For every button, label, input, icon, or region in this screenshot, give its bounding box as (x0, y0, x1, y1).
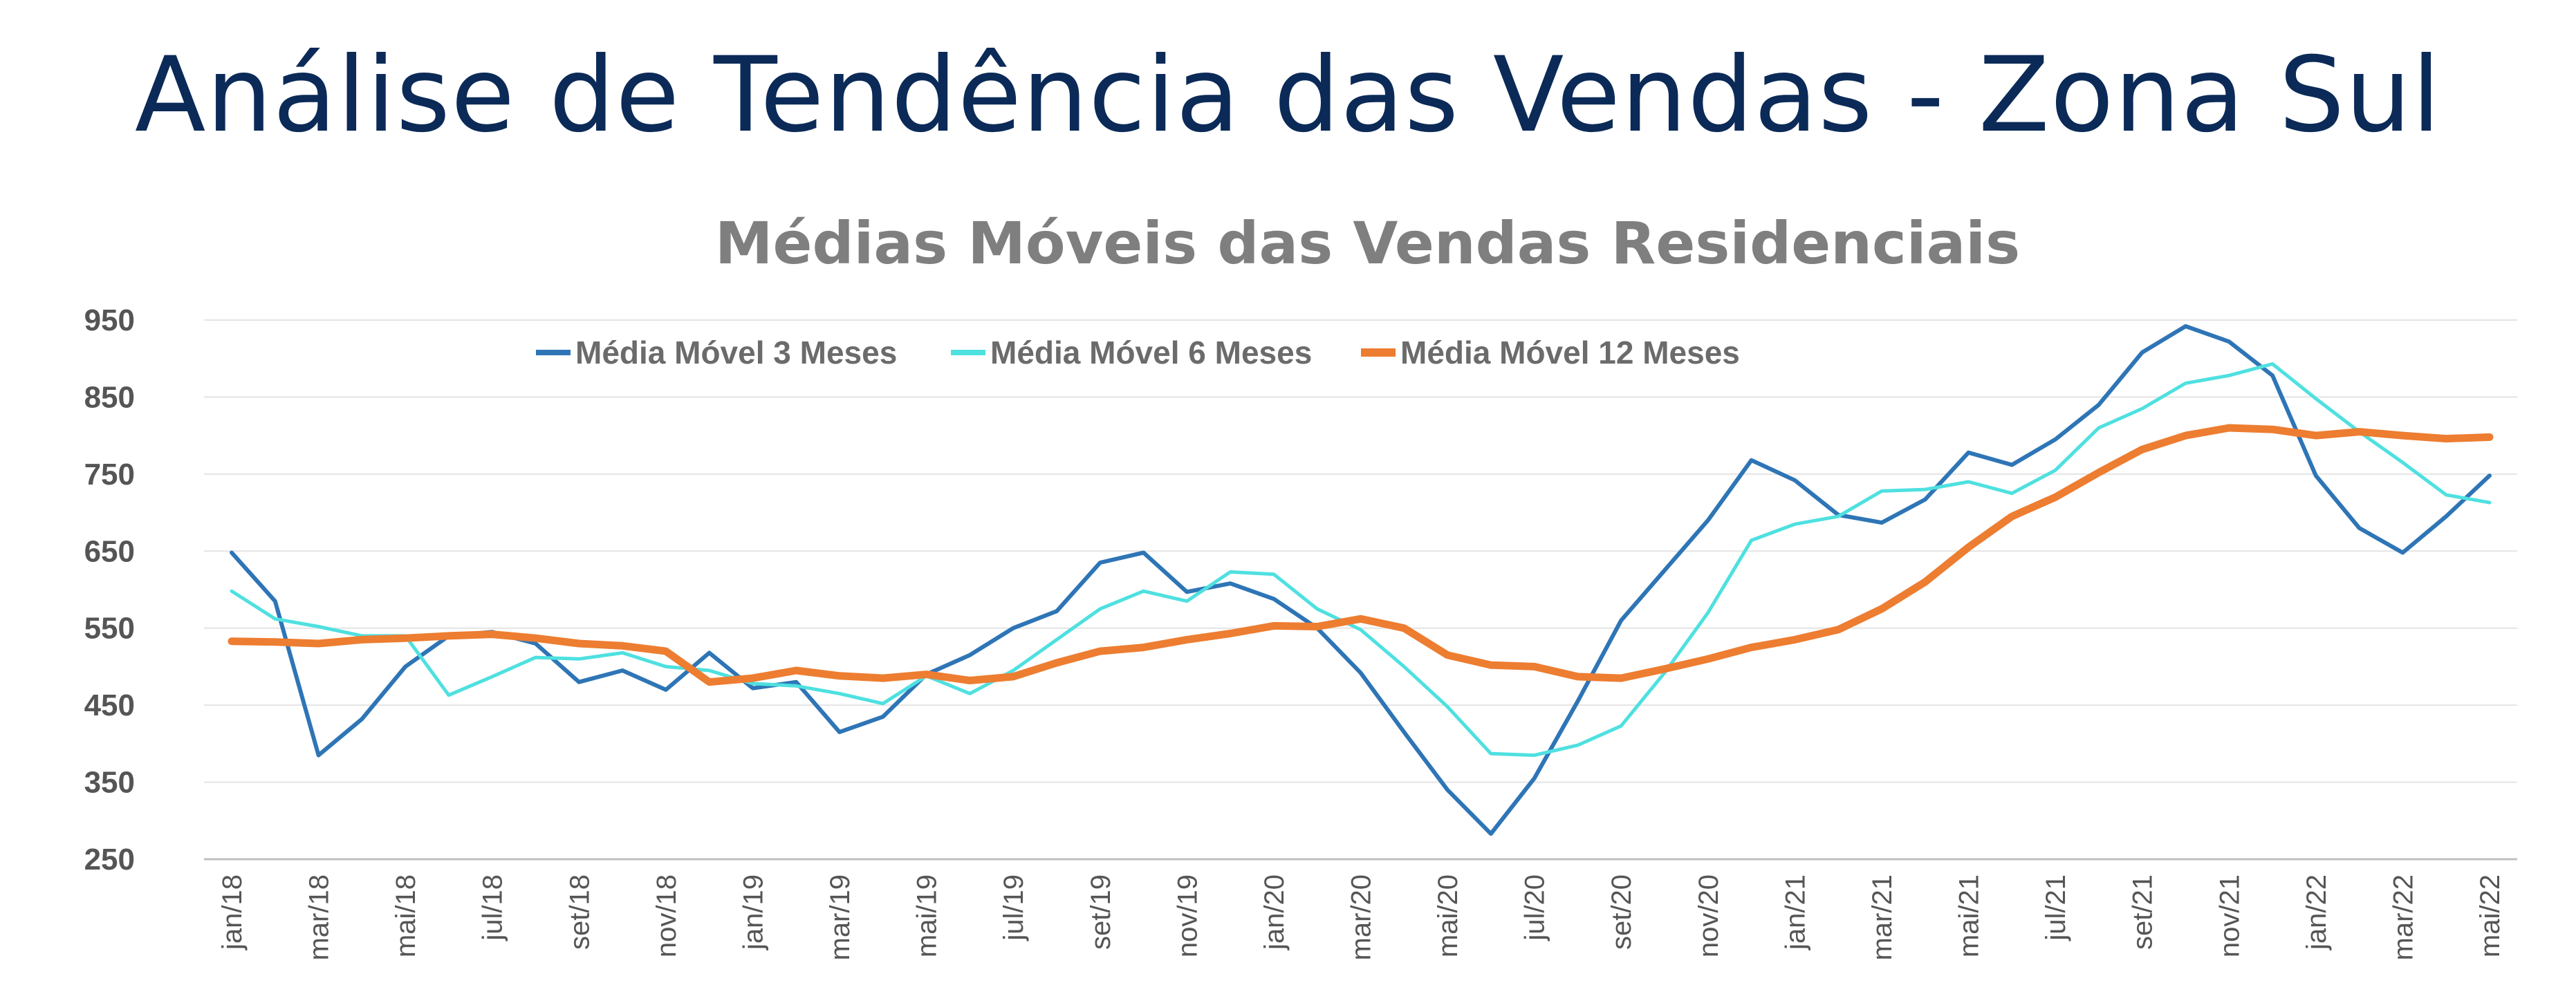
x-tick-mai-19: mai/19 (912, 874, 943, 957)
x-tick-jan-19: jan/19 (738, 874, 768, 950)
x-tick-mar-22: mar/22 (2388, 874, 2418, 961)
y-tick-650: 650 (84, 534, 135, 568)
legend-label-3m: Média Móvel 3 Meses (575, 335, 897, 370)
y-axis-ticks: 950 850 750 650 550 450 350 250 (84, 303, 135, 876)
x-tick-mai-18: mai/18 (391, 874, 421, 957)
x-tick-mai-21: mai/21 (1954, 874, 1985, 957)
x-tick-mai-22: mai/22 (2475, 874, 2505, 957)
x-tick-set-18: set/18 (564, 874, 595, 950)
x-tick-mar-21: mar/21 (1867, 874, 1898, 961)
series-12m-line (228, 424, 2494, 686)
x-tick-mai-20: mai/20 (1433, 874, 1463, 957)
y-tick-350: 350 (84, 766, 135, 800)
x-tick-mar-20: mar/20 (1346, 874, 1377, 961)
series-3m-line (230, 323, 2492, 836)
y-tick-950: 950 (84, 303, 135, 337)
legend-label-6m: Média Móvel 6 Meses (990, 335, 1312, 370)
x-tick-mar-19: mar/19 (825, 874, 855, 961)
legend: Média Móvel 3 Meses Média Móvel 6 Meses … (536, 335, 1740, 370)
gridlines (204, 319, 2517, 861)
x-tick-set-20: set/20 (1606, 874, 1637, 950)
x-tick-jul-19: jul/19 (999, 874, 1029, 941)
x-tick-nov-18: nov/18 (651, 874, 682, 957)
x-tick-mar-18: mar/18 (304, 874, 335, 961)
page-title: Análise de Tendência das Vendas - Zona S… (134, 35, 2442, 156)
y-tick-850: 850 (84, 380, 135, 414)
y-tick-750: 750 (84, 458, 135, 491)
chart-title: Médias Móveis das Vendas Residenciais (714, 209, 2021, 277)
y-tick-250: 250 (84, 843, 135, 876)
x-tick-jan-20: jan/20 (1259, 874, 1290, 950)
x-axis-ticks: jan/18 mar/18 mai/18 jul/18 set/18 nov/18 jan/… (217, 874, 2505, 961)
x-tick-nov-20: nov/20 (1694, 874, 1724, 957)
y-tick-450: 450 (84, 688, 135, 722)
x-tick-nov-19: nov/19 (1172, 874, 1203, 957)
legend-label-12m: Média Móvel 12 Meses (1400, 335, 1740, 370)
series-6m-line (230, 362, 2492, 758)
x-tick-jan-21: jan/21 (1780, 874, 1810, 950)
x-tick-jul-20: jul/20 (1520, 874, 1550, 941)
x-tick-set-21: set/21 (2128, 874, 2158, 950)
x-tick-jul-18: jul/18 (478, 874, 508, 941)
series-lines (228, 323, 2494, 836)
x-tick-nov-21: nov/21 (2214, 874, 2245, 957)
x-tick-jan-18: jan/18 (217, 874, 248, 950)
x-tick-jul-21: jul/21 (2041, 874, 2071, 941)
x-tick-jan-22: jan/22 (2301, 874, 2332, 950)
y-tick-550: 550 (84, 612, 135, 646)
x-tick-set-19: set/19 (1086, 874, 1116, 950)
